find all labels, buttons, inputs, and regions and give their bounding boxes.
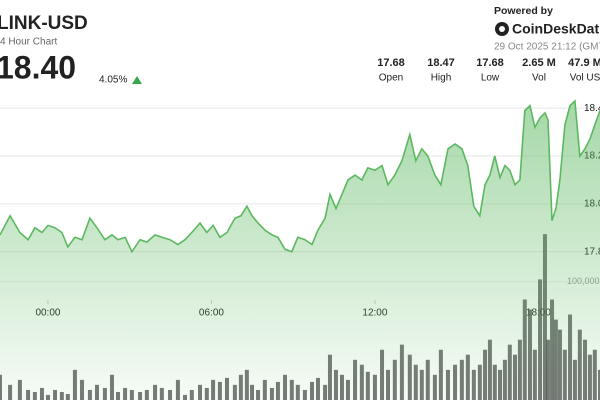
stat-value: 17.68 bbox=[476, 57, 504, 69]
up-arrow bbox=[132, 76, 142, 84]
stat-label: Low bbox=[481, 73, 500, 84]
stat-value: 17.68 bbox=[377, 57, 405, 69]
price: 18.40 bbox=[0, 49, 76, 85]
subtitle: 4 Hour Chart bbox=[0, 37, 57, 48]
chart-title: LINK-USD bbox=[0, 13, 88, 34]
plot-area: 17.818.018.218.4100,00000:0006:0012:0018… bbox=[0, 99, 600, 400]
stat-value: 47.9 M bbox=[568, 57, 600, 69]
timestamp: 29 Oct 2025 21:12 (GMT bbox=[494, 42, 600, 53]
change: 4.05% bbox=[99, 75, 127, 86]
price-area bbox=[0, 101, 600, 400]
brand: CoinDeskDat bbox=[512, 21, 599, 37]
powered-by: Powered by bbox=[494, 5, 553, 17]
stats: 17.68 Open 18.47 High 17.68 Low 2.65 M Vol 47.9 … bbox=[377, 57, 600, 84]
stat-value: 18.47 bbox=[427, 57, 455, 69]
stat-value: 2.65 M bbox=[522, 57, 556, 69]
stat-label: Vol bbox=[532, 73, 546, 84]
y-tick-label: 18.4 bbox=[584, 103, 600, 114]
stat-label: Vol US bbox=[570, 73, 600, 84]
brand-logo-inner bbox=[499, 26, 505, 32]
stat-label: Open bbox=[379, 73, 403, 84]
stat-label: High bbox=[431, 73, 452, 84]
price-line bbox=[0, 99, 600, 254]
